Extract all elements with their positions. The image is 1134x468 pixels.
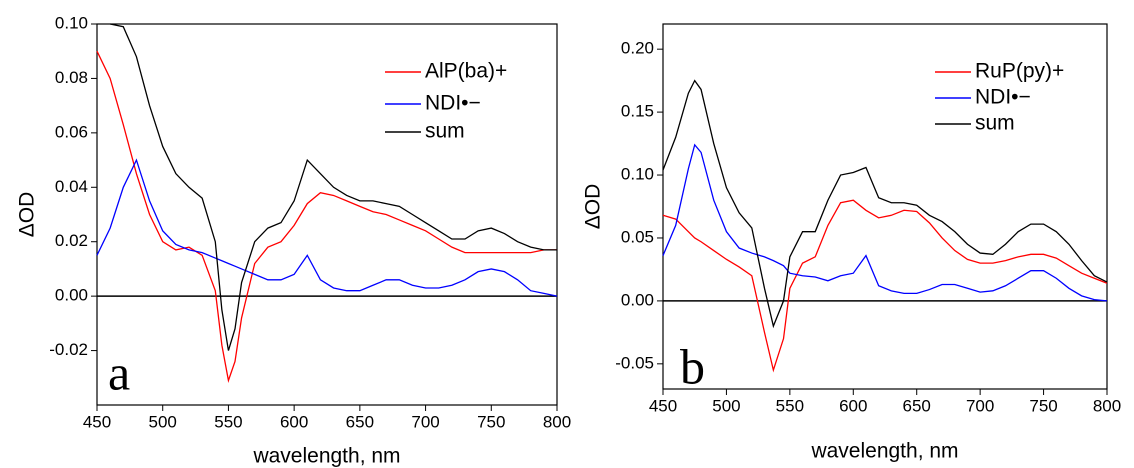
panel-label: b bbox=[680, 338, 705, 394]
y-tick-label: 0.02 bbox=[55, 231, 88, 250]
x-tick-label: 450 bbox=[649, 396, 677, 415]
data-line bbox=[662, 199, 1108, 373]
y-tick-label: 0.15 bbox=[621, 102, 654, 121]
x-tick-label: 500 bbox=[149, 412, 177, 431]
legend-label: AlP(ba)+ bbox=[425, 60, 507, 83]
y-tick-label: -0.02 bbox=[49, 340, 88, 359]
x-tick-label: 650 bbox=[903, 396, 931, 415]
y-tick-label: 0.20 bbox=[621, 39, 654, 58]
data-line bbox=[662, 79, 1108, 329]
data-line bbox=[96, 50, 557, 384]
y-tick-label: 0.04 bbox=[55, 177, 88, 196]
y-tick-label: 0.10 bbox=[621, 165, 654, 184]
x-tick-label: 750 bbox=[477, 412, 505, 431]
legend-label: NDI•− bbox=[425, 92, 481, 115]
x-tick-label: 550 bbox=[776, 396, 804, 415]
x-tick-label: 700 bbox=[411, 412, 439, 431]
x-tick-label: 450 bbox=[83, 412, 111, 431]
y-tick-label: -0.05 bbox=[615, 353, 654, 372]
y-axis-label: ΔOD bbox=[16, 192, 39, 238]
data-line bbox=[96, 158, 558, 297]
plot-frame bbox=[96, 23, 558, 406]
x-tick-label: 500 bbox=[712, 396, 740, 415]
y-tick-label: 0.00 bbox=[55, 286, 88, 305]
x-tick-label: 650 bbox=[346, 412, 374, 431]
y-tick-label: 0.00 bbox=[621, 290, 654, 309]
x-tick-label: 750 bbox=[1029, 396, 1057, 415]
y-tick-label: 0.10 bbox=[55, 13, 88, 32]
data-line bbox=[110, 23, 557, 351]
x-axis-label: wavelength, nm bbox=[252, 445, 400, 468]
legend-label: RuP(py)+ bbox=[975, 60, 1064, 83]
panel-label: a bbox=[108, 344, 130, 400]
x-tick-label: 600 bbox=[839, 396, 867, 415]
y-axis-label: ΔOD bbox=[582, 184, 605, 230]
legend-label: sum bbox=[975, 112, 1015, 135]
y-tick-label: 0.06 bbox=[55, 122, 88, 141]
y-tick-label: 0.08 bbox=[55, 68, 88, 87]
legend-label: sum bbox=[425, 120, 465, 143]
plot-frame bbox=[662, 23, 1108, 390]
x-tick-label: 550 bbox=[214, 412, 242, 431]
y-tick-label: 0.05 bbox=[621, 227, 654, 246]
x-tick-label: 800 bbox=[1093, 396, 1121, 415]
legend-label: NDI•− bbox=[975, 86, 1031, 109]
x-axis-label: wavelength, nm bbox=[810, 440, 958, 463]
x-tick-label: 600 bbox=[280, 412, 308, 431]
data-line bbox=[662, 143, 1108, 302]
x-tick-label: 800 bbox=[543, 412, 571, 431]
x-tick-label: 700 bbox=[966, 396, 994, 415]
